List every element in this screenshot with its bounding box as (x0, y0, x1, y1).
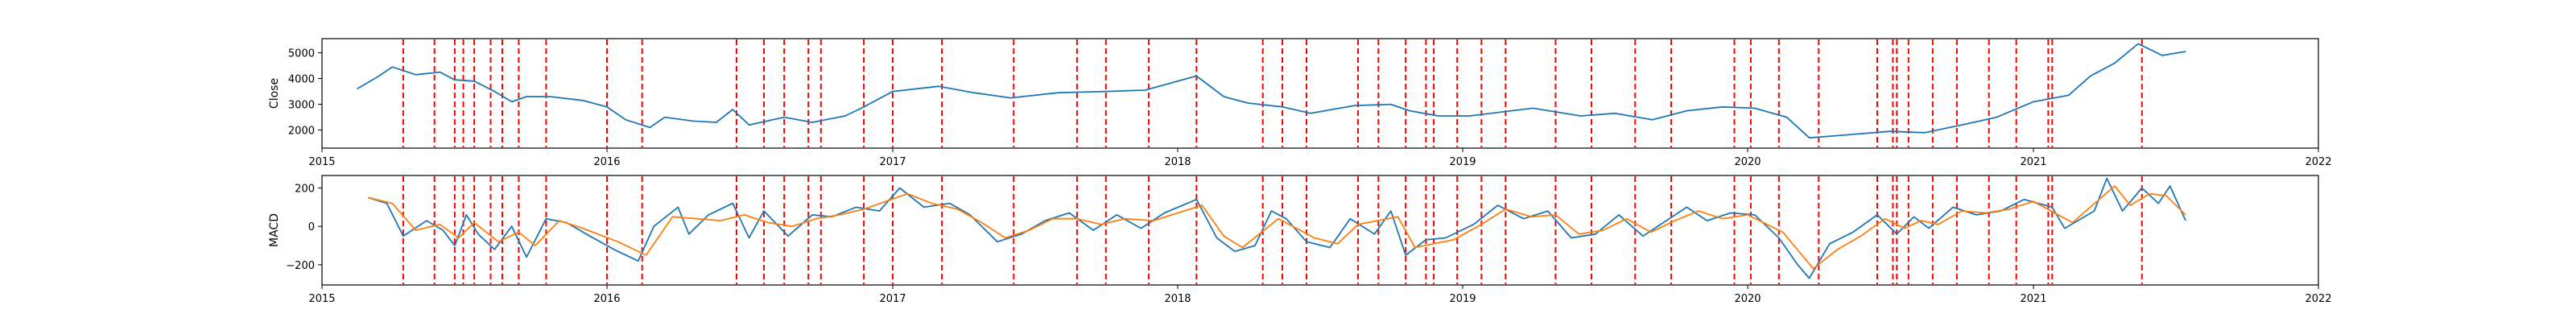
macd-x-tick-label: 2021 (2020, 293, 2046, 305)
close-x-tick-label: 2018 (1164, 156, 1191, 168)
macd-y-axis-label: MACD (268, 213, 281, 247)
macd-x-axis: 2015 2016 2017 2018 2019 2020 2021 2022 (308, 285, 2332, 305)
macd-series-line-1 (367, 177, 2186, 279)
macd-y-tick-label: 200 (295, 184, 315, 196)
close-event-lines (402, 39, 2143, 147)
macd-x-tick-label: 2015 (308, 293, 335, 305)
macd-y-axis: −200 0 200 (286, 184, 322, 272)
close-y-tick-label: 5000 (288, 48, 315, 60)
close-x-axis: 2015 2016 2017 2018 2019 2020 2021 2022 (308, 148, 2332, 168)
close-y-tick-label: 4000 (288, 74, 315, 86)
close-y-tick-label: 2000 (288, 126, 315, 138)
macd-y-tick-label: −200 (286, 260, 315, 272)
macd-x-tick-label: 2018 (1164, 293, 1191, 305)
close-y-axis-label: Close (268, 78, 281, 109)
close-x-tick-label: 2020 (1734, 156, 1761, 168)
macd-series-group (367, 177, 2186, 279)
macd-plot-area (321, 175, 2319, 286)
close-x-tick-label: 2021 (2020, 156, 2046, 168)
macd-event-lines (402, 176, 2143, 284)
macd-panel: 2015 2016 2017 2018 2019 2020 2021 2022 −200 0 20… (268, 175, 2332, 305)
close-x-tick-label: 2016 (593, 156, 620, 168)
macd-x-tick-label: 2022 (2305, 293, 2331, 305)
macd-series-line-2 (367, 185, 2186, 270)
close-x-tick-label: 2015 (308, 156, 335, 168)
close-plot-area (321, 38, 2319, 149)
close-series-group (357, 43, 2186, 139)
close-x-tick-label: 2022 (2305, 156, 2331, 168)
close-price-panel: 2015 2016 2017 2018 2019 2020 2021 2022 2000 300… (268, 38, 2332, 168)
macd-x-tick-label: 2017 (879, 293, 906, 305)
close-x-tick-label: 2019 (1449, 156, 1476, 168)
macd-x-tick-label: 2020 (1734, 293, 1761, 305)
macd-x-tick-label: 2019 (1449, 293, 1476, 305)
close-y-tick-label: 3000 (288, 100, 315, 112)
close-y-axis: 2000 3000 4000 5000 (288, 48, 322, 138)
macd-y-tick-label: 0 (308, 221, 315, 233)
close-series-line-1 (357, 43, 2186, 139)
macd-x-tick-label: 2016 (593, 293, 620, 305)
close-x-tick-label: 2017 (879, 156, 906, 168)
